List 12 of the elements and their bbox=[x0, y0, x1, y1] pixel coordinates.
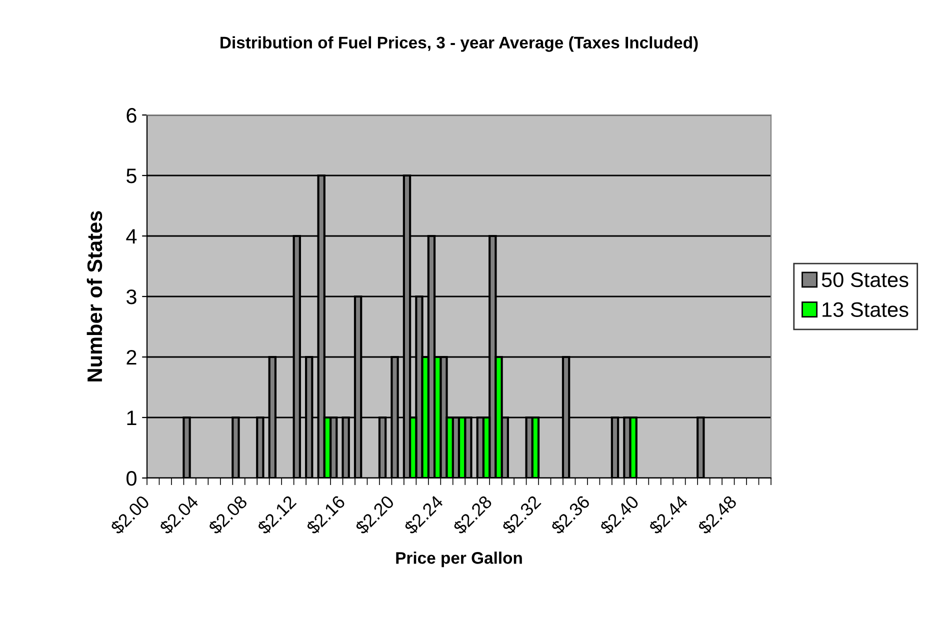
x-axis-title: Price per Gallon bbox=[396, 552, 522, 568]
y-tick-label: 6 bbox=[126, 108, 136, 123]
y-tick-label: 2 bbox=[126, 350, 136, 365]
y-axis-title: Number of States bbox=[86, 211, 102, 382]
y-tick-label: 3 bbox=[126, 290, 136, 304]
chart-title: Distribution of Fuel Prices, 3 - year Average (Taxes Included) bbox=[220, 36, 698, 52]
y-tick-label: 5 bbox=[126, 168, 136, 184]
legend-label: 50 States bbox=[822, 272, 908, 288]
y-tick-label: 0 bbox=[126, 471, 136, 486]
legend-label: 13 States bbox=[822, 302, 908, 318]
y-tick-label: 4 bbox=[126, 229, 137, 244]
y-tick-label: 1 bbox=[127, 410, 136, 426]
